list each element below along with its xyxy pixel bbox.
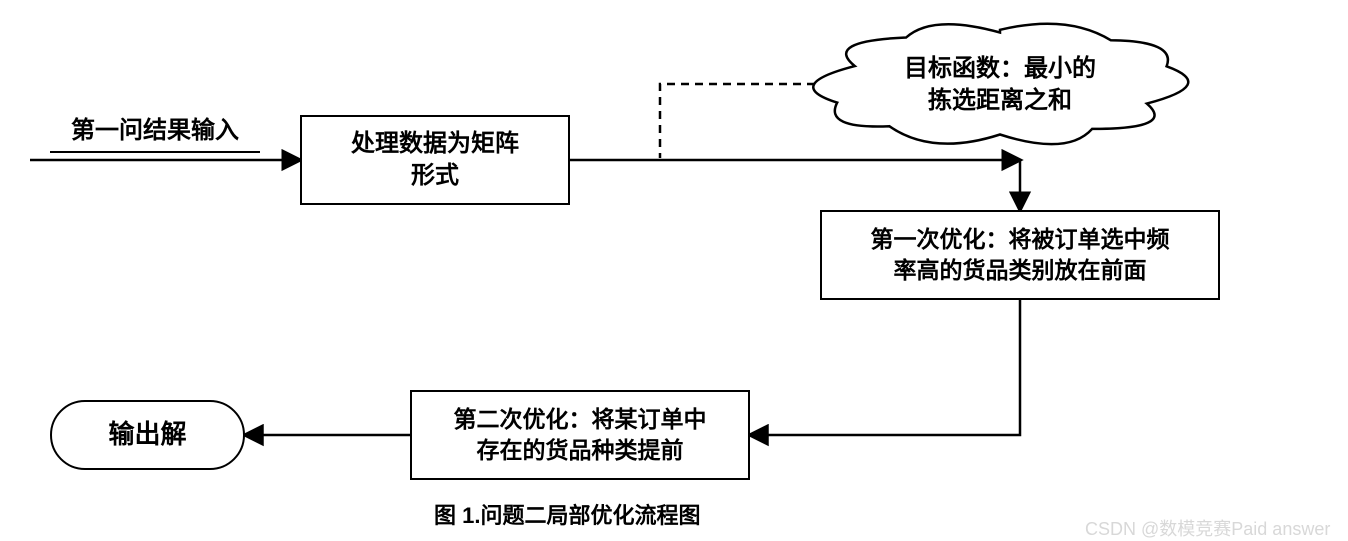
process-text: 处理数据为矩阵 形式: [351, 128, 519, 193]
objective-cloud: 目标函数：最小的 拣选距离之和: [815, 25, 1185, 145]
figure-caption: 图 1.问题二局部优化流程图: [434, 498, 700, 530]
edge-cloud-to-flow: [660, 84, 815, 158]
flowchart-canvas: 第一问结果输入 处理数据为矩阵 形式 目标函数：最小的 拣选距离之和 第一次优化…: [0, 0, 1348, 539]
edge-opt1-to-opt2: [750, 300, 1020, 435]
optimization-2-box: 第二次优化：将某订单中 存在的货品种类提前: [410, 390, 750, 480]
input-label-text: 第一问结果输入: [71, 115, 239, 147]
output-text: 输出解: [108, 417, 186, 452]
optimization-1-text: 第一次优化：将被订单选中频 率高的货品类别放在前面: [871, 224, 1170, 286]
output-terminator: 输出解: [50, 400, 245, 470]
optimization-1-box: 第一次优化：将被订单选中频 率高的货品类别放在前面: [820, 210, 1220, 300]
objective-text: 目标函数：最小的 拣选距离之和: [904, 53, 1096, 118]
process-box: 处理数据为矩阵 形式: [300, 115, 570, 205]
watermark: CSDN @数模竞赛Paid answer: [1085, 515, 1330, 541]
input-label: 第一问结果输入: [50, 115, 260, 153]
optimization-2-text: 第二次优化：将某订单中 存在的货品种类提前: [454, 404, 707, 466]
caption-text: 图 1.问题二局部优化流程图: [434, 503, 700, 528]
watermark-text: CSDN @数模竞赛Paid answer: [1085, 519, 1330, 539]
